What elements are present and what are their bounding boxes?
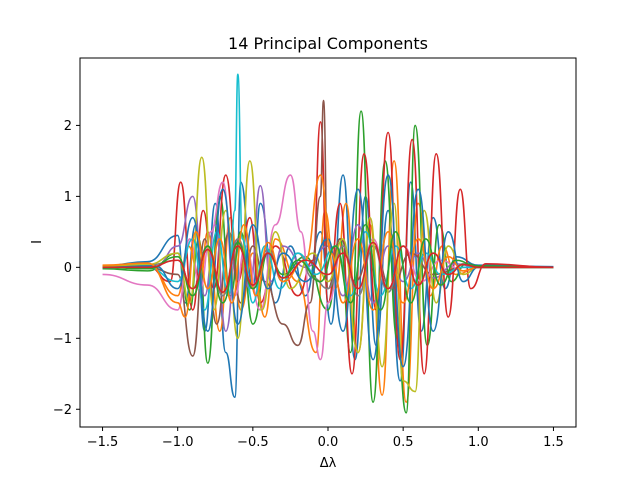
series-line-3 (102, 110, 554, 414)
x-axis-label: Δλ (320, 456, 337, 471)
x-tick-label: −1.5 (87, 435, 119, 450)
y-tick-label: −1 (53, 332, 72, 347)
series-line-5 (102, 184, 554, 333)
x-tick-label: 0.0 (318, 435, 339, 450)
plot-area (79, 57, 577, 428)
x-tick-label: 0.5 (393, 435, 414, 450)
series-line-14 (102, 241, 554, 293)
x-tick-label: −0.5 (237, 435, 269, 450)
x-tick-label: 1.5 (543, 435, 564, 450)
series-line-9 (102, 156, 554, 393)
x-tick-label: −1.0 (162, 435, 194, 450)
series-line-13 (102, 223, 554, 311)
series-group (102, 73, 554, 414)
y-tick-label: 2 (64, 119, 72, 134)
y-axis: −2 −1 0 1 2 (53, 119, 80, 418)
y-tick-label: 1 (64, 190, 72, 205)
y-axis-label: I (30, 240, 45, 244)
chart-title: 14 Principal Components (228, 34, 428, 53)
x-tick-label: 1.0 (468, 435, 489, 450)
series-line-12 (102, 174, 554, 318)
x-axis: −1.5 −1.0 −0.5 0.0 0.5 1.0 1.5 (87, 427, 564, 450)
y-tick-label: 0 (64, 261, 72, 276)
series-line-11 (102, 174, 554, 368)
y-tick-label: −2 (53, 403, 72, 418)
